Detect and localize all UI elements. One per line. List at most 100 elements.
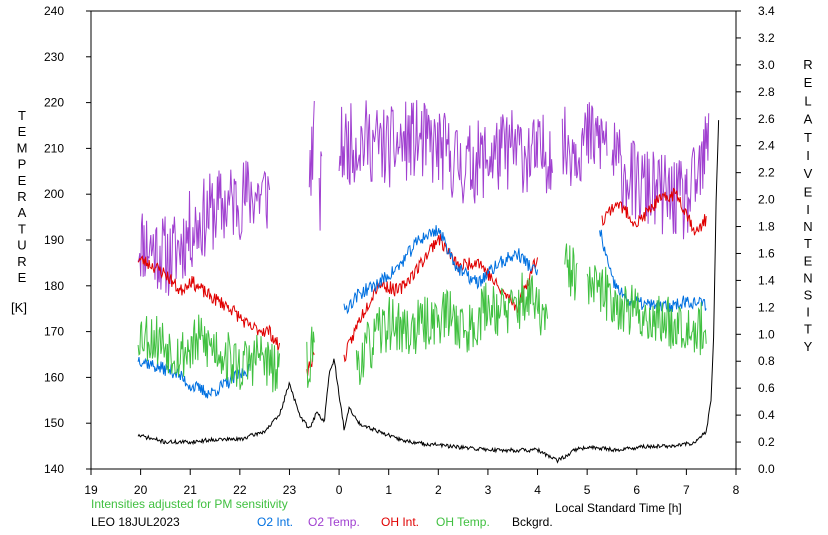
series-line-segment	[561, 102, 608, 187]
legend-entry: O2 Int.	[257, 515, 293, 529]
left-axis-letter: R	[17, 254, 26, 269]
x-tick-label: 20	[134, 483, 148, 497]
right-tick-label: 0.4	[758, 408, 775, 422]
series-line-segment	[599, 229, 707, 314]
right-tick-label: 0.6	[758, 381, 775, 395]
series-line-segment	[586, 265, 707, 356]
series-line-segment	[308, 100, 315, 196]
right-tick-label: 2.0	[758, 193, 775, 207]
right-axis-letter: A	[804, 112, 813, 127]
station-date: LEO 18JUL2023	[91, 515, 180, 529]
right-axis-letter: N	[803, 270, 812, 285]
right-tick-label: 3.0	[758, 58, 775, 72]
right-axis-letter: E	[804, 184, 813, 199]
x-tick-label: 23	[283, 483, 297, 497]
series-line-segment	[564, 243, 578, 301]
legend-entry: Bckgrd.	[512, 515, 553, 529]
right-tick-label: 0.0	[758, 462, 775, 476]
left-axis-letter: P	[18, 157, 27, 172]
series-line-segment	[611, 113, 710, 240]
right-axis-letter: E	[804, 75, 813, 90]
series-bckgrd-	[137, 120, 720, 464]
right-tick-label: 1.4	[758, 273, 775, 287]
right-axis-letter: I	[806, 148, 810, 163]
x-tick-label: 21	[184, 483, 198, 497]
x-tick-label: 19	[84, 483, 98, 497]
left-axis-ticks: 140 150 160 170 180 190 200 210 220 230 240	[44, 4, 91, 476]
x-axis-label: Local Standard Time [h]	[555, 501, 682, 515]
right-axis-ticks: 0.0 0.2 0.4 0.6 0.8 1.0 1.2 1.4 1.6 1.8 2.0 2.2 2.4 2…	[736, 4, 775, 476]
x-tick-label: 0	[336, 483, 343, 497]
right-axis-letter: N	[803, 219, 812, 234]
legend: O2 Int. O2 Temp. OH Int. OH Temp. Bckgrd.	[257, 515, 553, 529]
right-axis-letter: Y	[804, 339, 813, 354]
series-line-segment	[355, 272, 548, 385]
right-tick-label: 0.2	[758, 435, 775, 449]
pm-sensitivity-note: Intensities adjusted for PM sensitivity	[91, 497, 288, 511]
series-line-segment	[137, 160, 271, 296]
x-tick-label: 3	[485, 483, 492, 497]
right-axis-letter: E	[804, 253, 813, 268]
left-tick-label: 150	[44, 416, 64, 430]
series-line-segment	[343, 233, 538, 363]
x-axis-ticks: 19 20 21 22 23 0 1 2 3 4 5 6 7 8	[84, 469, 740, 497]
right-tick-label: 1.2	[758, 300, 775, 314]
plot-frame	[90, 10, 737, 470]
left-axis-letter: T	[18, 108, 26, 123]
legend-entry: OH Int.	[381, 515, 419, 529]
x-tick-label: 4	[534, 483, 541, 497]
series-line-segment	[318, 151, 323, 231]
left-axis-letter: A	[18, 205, 27, 220]
left-tick-label: 210	[44, 141, 64, 155]
right-tick-label: 2.6	[758, 112, 775, 126]
right-tick-label: 3.2	[758, 31, 775, 45]
x-tick-label: 1	[385, 483, 392, 497]
x-tick-label: 22	[233, 483, 247, 497]
left-tick-label: 170	[44, 325, 64, 339]
right-tick-label: 1.8	[758, 220, 775, 234]
series-oh-temp-	[137, 243, 707, 393]
left-axis-letter: E	[18, 124, 27, 139]
legend-entry: O2 Temp.	[308, 515, 360, 529]
right-tick-label: 2.2	[758, 166, 775, 180]
series-line-segment	[306, 326, 315, 388]
left-axis-letter: R	[17, 189, 26, 204]
left-tick-label: 230	[44, 50, 64, 64]
left-tick-label: 190	[44, 233, 64, 247]
right-axis-letter: S	[804, 288, 813, 303]
left-tick-label: 220	[44, 96, 64, 110]
series-line-segment	[137, 120, 720, 464]
right-tick-label: 0.8	[758, 354, 775, 368]
right-tick-label: 2.8	[758, 85, 775, 99]
left-axis-letter: T	[18, 221, 26, 236]
right-tick-label: 1.0	[758, 327, 775, 341]
left-tick-label: 200	[44, 187, 64, 201]
series-line-segment	[343, 225, 538, 315]
x-tick-label: 7	[683, 483, 690, 497]
left-tick-label: 160	[44, 370, 64, 384]
left-axis-letter: E	[18, 173, 27, 188]
right-axis-letter: L	[804, 93, 811, 108]
right-tick-label: 3.4	[758, 4, 775, 18]
left-axis-letter: U	[17, 238, 26, 253]
x-tick-label: 2	[435, 483, 442, 497]
right-axis-letter: V	[804, 166, 813, 181]
right-axis-letter: T	[804, 322, 812, 337]
x-tick-label: 5	[584, 483, 591, 497]
right-axis-letter: T	[804, 130, 812, 145]
left-tick-label: 240	[44, 4, 64, 18]
right-axis-letter: R	[803, 57, 812, 72]
legend-entry: OH Temp.	[436, 515, 490, 529]
left-axis-letter: M	[17, 140, 28, 155]
series-layer	[137, 100, 720, 464]
series-o2-temp-	[137, 100, 710, 296]
x-tick-label: 8	[733, 483, 740, 497]
right-axis-letter: I	[806, 305, 810, 320]
series-line-segment	[601, 187, 707, 236]
series-line-segment	[137, 314, 280, 393]
right-axis-letter: T	[804, 236, 812, 251]
series-line-segment	[338, 100, 553, 204]
